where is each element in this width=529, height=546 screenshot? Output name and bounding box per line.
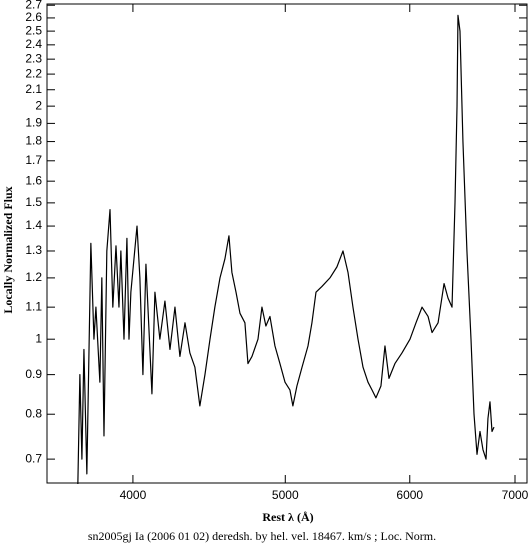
spectrum-line <box>77 14 495 485</box>
y-tick-label: 2.7 <box>25 0 42 11</box>
y-tick-label: 1.5 <box>25 195 42 209</box>
y-axis-label: Locally Normalized Flux <box>1 186 15 313</box>
y-tick-label: 1.6 <box>25 173 42 187</box>
y-tick-label: 1.2 <box>25 270 42 284</box>
y-tick-label: 2.3 <box>25 51 42 65</box>
y-tick-label: 1.7 <box>25 153 42 167</box>
y-tick-label: 2.4 <box>25 37 42 51</box>
y-tick-label: 2.2 <box>25 66 42 80</box>
plot-frame <box>46 3 528 484</box>
y-tick-label: 2 <box>35 98 42 112</box>
y-tick-label: 0.8 <box>25 406 42 420</box>
y-tick-label: 1.8 <box>25 134 42 148</box>
y-tick-label: 1.9 <box>25 116 42 130</box>
x-tick-label: 7000 <box>502 488 529 502</box>
x-tick-label: 4000 <box>120 488 147 502</box>
y-tick-label: 0.9 <box>25 367 42 381</box>
y-tick-label: 1 <box>35 331 42 345</box>
y-tick-label: 1.3 <box>25 243 42 257</box>
y-tick-label: 2.1 <box>25 82 42 96</box>
y-tick-label: 1.1 <box>25 299 42 313</box>
y-tick-label: 0.7 <box>25 451 42 465</box>
x-axis-label: Rest λ (Å) <box>262 510 313 524</box>
x-tick-label: 5000 <box>272 488 299 502</box>
caption: sn2005gj Ia (2006 01 02) deredsh. by hel… <box>88 529 436 543</box>
y-tick-label: 2.6 <box>25 10 42 24</box>
x-tick-label: 6000 <box>396 488 423 502</box>
y-tick-label: 2.5 <box>25 23 42 37</box>
y-tick-label: 1.4 <box>25 218 42 232</box>
